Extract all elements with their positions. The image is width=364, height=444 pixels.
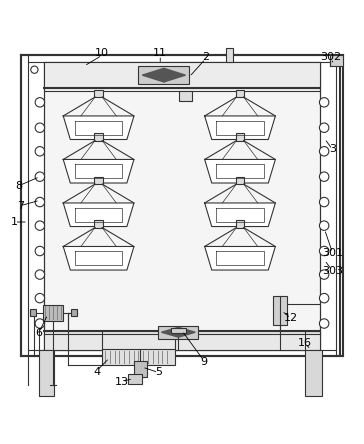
Bar [226, 48, 233, 63]
Circle shape [320, 293, 329, 303]
Circle shape [31, 66, 38, 73]
Text: 302: 302 [320, 52, 341, 62]
Bar [44, 63, 320, 349]
Bar [305, 349, 322, 396]
Circle shape [35, 172, 44, 182]
Circle shape [35, 270, 44, 279]
Bar [94, 177, 103, 184]
Bar [94, 90, 103, 97]
Text: 12: 12 [284, 313, 298, 323]
Text: 1: 1 [11, 217, 18, 227]
Circle shape [320, 123, 329, 132]
Circle shape [320, 270, 329, 279]
Bar [43, 305, 63, 321]
Circle shape [320, 98, 329, 107]
Text: 13: 13 [115, 377, 129, 387]
Bar [21, 55, 340, 356]
Polygon shape [63, 159, 134, 183]
Bar [236, 90, 244, 97]
Polygon shape [205, 159, 276, 183]
Text: 301: 301 [322, 248, 343, 258]
Polygon shape [142, 68, 164, 82]
Circle shape [320, 197, 329, 207]
Bar [330, 55, 343, 66]
Circle shape [35, 221, 44, 230]
Text: 5: 5 [155, 368, 162, 377]
Polygon shape [178, 327, 195, 337]
Text: 16: 16 [298, 338, 312, 349]
Polygon shape [161, 327, 178, 337]
Circle shape [320, 319, 329, 328]
Polygon shape [164, 68, 185, 82]
Bar [44, 63, 320, 88]
Circle shape [320, 172, 329, 182]
Text: 11: 11 [153, 48, 167, 58]
Polygon shape [63, 116, 134, 139]
Bar [128, 373, 142, 384]
Bar [71, 309, 77, 316]
Bar [134, 361, 147, 377]
Text: 7: 7 [17, 201, 24, 211]
Polygon shape [63, 203, 134, 226]
Circle shape [35, 123, 44, 132]
Text: 303: 303 [322, 266, 343, 276]
Text: 4: 4 [93, 368, 100, 377]
Bar [236, 220, 244, 228]
Circle shape [320, 246, 329, 256]
Polygon shape [63, 246, 134, 270]
Bar [236, 177, 244, 184]
Bar [30, 309, 36, 316]
Bar [39, 349, 54, 396]
Text: 3: 3 [329, 144, 336, 155]
Bar [44, 331, 320, 349]
Polygon shape [205, 203, 276, 226]
Bar [273, 296, 287, 325]
Polygon shape [205, 116, 276, 139]
Circle shape [320, 147, 329, 156]
Bar [94, 133, 103, 141]
Bar [236, 133, 244, 141]
Bar [179, 91, 192, 100]
Circle shape [35, 147, 44, 156]
Bar [94, 220, 103, 228]
Text: 2: 2 [202, 52, 209, 62]
Text: 9: 9 [200, 357, 207, 367]
Circle shape [35, 98, 44, 107]
Bar [171, 328, 186, 333]
Circle shape [35, 293, 44, 303]
Circle shape [35, 319, 44, 328]
Bar [158, 326, 198, 339]
Circle shape [35, 197, 44, 207]
Polygon shape [205, 246, 276, 270]
Circle shape [35, 246, 44, 256]
Bar [138, 66, 189, 84]
Text: 10: 10 [95, 48, 109, 58]
Text: 6: 6 [35, 328, 42, 337]
Circle shape [320, 221, 329, 230]
Bar [102, 349, 175, 365]
Text: 8: 8 [15, 181, 23, 191]
